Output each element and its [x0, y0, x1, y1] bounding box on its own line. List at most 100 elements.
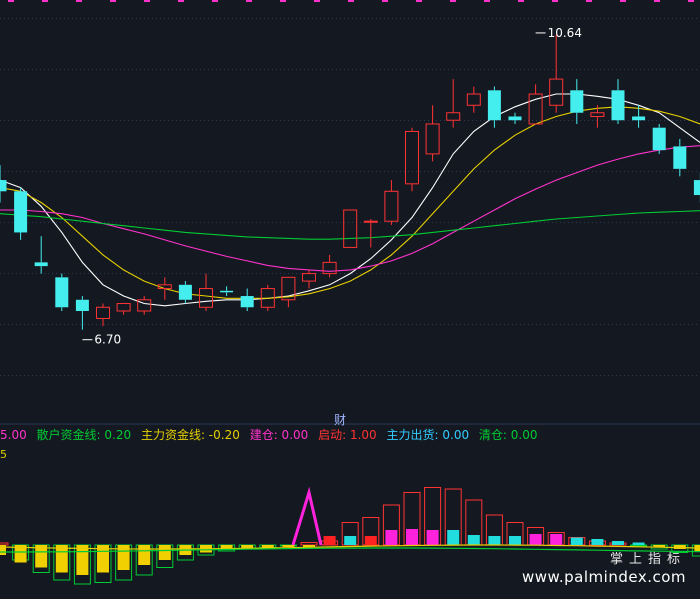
- grid-dot: [384, 69, 385, 70]
- grid-dot: [108, 324, 109, 325]
- grid-dot: [684, 171, 685, 172]
- grid-dot: [292, 375, 293, 376]
- grid-dot: [588, 18, 589, 19]
- grid-dot: [476, 324, 477, 325]
- grid-dot: [612, 69, 613, 70]
- grid-dot: [348, 273, 349, 274]
- grid-dot: [24, 120, 25, 121]
- grid-dot: [328, 69, 329, 70]
- grid-dot: [408, 273, 409, 274]
- grid-dot: [412, 69, 413, 70]
- grid-dot: [696, 120, 697, 121]
- grid-dot: [584, 324, 585, 325]
- grid-dot: [408, 324, 409, 325]
- grid-dot: [384, 375, 385, 376]
- grid-dot: [300, 171, 301, 172]
- grid-dot: [208, 324, 209, 325]
- grid-dot: [28, 375, 29, 376]
- grid-dot: [592, 120, 593, 121]
- grid-dot: [44, 273, 45, 274]
- grid-dot: [644, 324, 645, 325]
- grid-dot: [492, 18, 493, 19]
- grid-dot: [384, 171, 385, 172]
- grid-dot: [408, 171, 409, 172]
- grid-dot: [64, 273, 65, 274]
- annotation-label: 6.70: [94, 333, 121, 347]
- grid-dot: [44, 222, 45, 223]
- grid-dot: [404, 120, 405, 121]
- grid-dot: [652, 375, 653, 376]
- grid-dot: [148, 120, 149, 121]
- grid-dot: [24, 69, 25, 70]
- grid-dot: [440, 222, 441, 223]
- grid-dot: [76, 324, 77, 325]
- grid-dot: [20, 375, 21, 376]
- grid-dot: [412, 171, 413, 172]
- grid-dot: [512, 273, 513, 274]
- grid-dot: [248, 171, 249, 172]
- grid-dot: [92, 375, 93, 376]
- grid-dot: [108, 375, 109, 376]
- grid-dot: [112, 171, 113, 172]
- grid-dot: [344, 171, 345, 172]
- grid-dot: [376, 69, 377, 70]
- grid-dot: [548, 120, 549, 121]
- indicator-bar: [261, 545, 274, 548]
- grid-dot: [188, 375, 189, 376]
- grid-dot: [396, 69, 397, 70]
- grid-dot: [428, 171, 429, 172]
- grid-dot: [224, 375, 225, 376]
- grid-dot: [388, 69, 389, 70]
- grid-dot: [316, 120, 317, 121]
- grid-dot: [692, 273, 693, 274]
- grid-dot: [676, 18, 677, 19]
- grid-dot: [112, 273, 113, 274]
- grid-dot: [128, 171, 129, 172]
- grid-dot: [688, 324, 689, 325]
- grid-dot: [304, 375, 305, 376]
- grid-dot: [412, 324, 413, 325]
- grid-dot: [164, 222, 165, 223]
- grid-dot: [648, 324, 649, 325]
- indicator-outline: [300, 542, 318, 546]
- grid-dot: [648, 69, 649, 70]
- grid-dot: [492, 171, 493, 172]
- grid-dot: [268, 273, 269, 274]
- grid-dot: [224, 18, 225, 19]
- grid-dot: [240, 273, 241, 274]
- grid-dot: [112, 222, 113, 223]
- grid-dot: [580, 375, 581, 376]
- grid-dot: [184, 324, 185, 325]
- grid-dot: [668, 171, 669, 172]
- grid-dot: [632, 324, 633, 325]
- grid-dot: [576, 375, 577, 376]
- grid-dot: [488, 18, 489, 19]
- grid-dot: [644, 222, 645, 223]
- grid-dot: [508, 69, 509, 70]
- grid-dot: [228, 273, 229, 274]
- grid-dot: [364, 324, 365, 325]
- grid-dot: [108, 222, 109, 223]
- top-dash: [552, 0, 558, 2]
- grid-dot: [176, 222, 177, 223]
- grid-dot: [140, 375, 141, 376]
- grid-dot: [164, 375, 165, 376]
- grid-dot: [88, 18, 89, 19]
- grid-dot: [644, 120, 645, 121]
- top-dash: [348, 0, 354, 2]
- grid-dot: [96, 324, 97, 325]
- grid-dot: [556, 120, 557, 121]
- grid-dot: [424, 120, 425, 121]
- grid-dot: [160, 18, 161, 19]
- grid-dot: [496, 273, 497, 274]
- grid-dot: [336, 375, 337, 376]
- grid-dot: [608, 69, 609, 70]
- grid-dot: [428, 69, 429, 70]
- grid-dot: [572, 324, 573, 325]
- grid-dot: [104, 324, 105, 325]
- grid-dot: [60, 273, 61, 274]
- grid-dot: [124, 69, 125, 70]
- grid-dot: [556, 273, 557, 274]
- grid-dot: [252, 375, 253, 376]
- grid-dot: [288, 18, 289, 19]
